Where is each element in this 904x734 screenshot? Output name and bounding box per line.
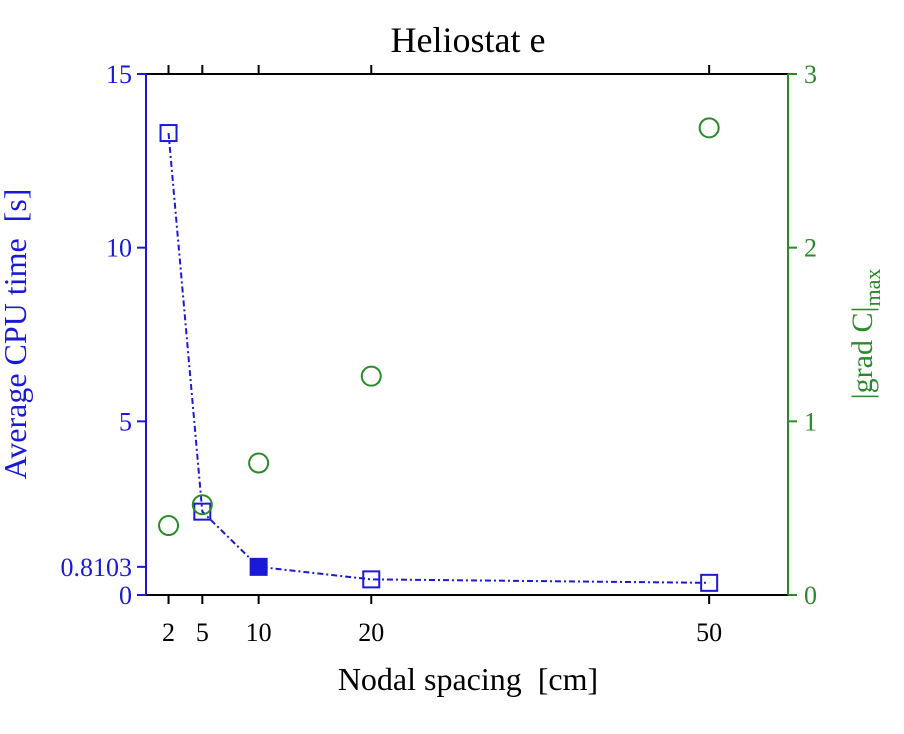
chart-title: Heliostat e (391, 20, 546, 60)
cpu-time-point (159, 124, 178, 143)
y-left-tick-label: 10 (106, 234, 132, 263)
grad-c-point (191, 494, 213, 516)
x-tick-label: 20 (358, 618, 384, 647)
y-left-tick-label: 5 (119, 407, 132, 436)
y-right-tick-label: 1 (804, 407, 817, 436)
grad-c-point (248, 452, 270, 474)
grad-c-point (698, 117, 720, 139)
y-right-tick-label: 3 (804, 60, 817, 89)
x-axis-label: Nodal spacing [cm] (338, 661, 598, 697)
y-right-tick-label: 0 (804, 581, 817, 610)
y-axis-right-label: |grad C|max (846, 269, 885, 400)
x-tick-label: 10 (246, 618, 272, 647)
grad-c-point (360, 365, 382, 387)
cpu-time-point (362, 570, 381, 589)
y-axis-right-label-main: |grad C| (846, 307, 879, 400)
y-axis-right-label-subscript: max (860, 269, 885, 307)
cpu-time-point (700, 573, 719, 592)
x-tick-label: 5 (196, 618, 209, 647)
x-tick-label: 2 (162, 618, 175, 647)
cpu-time-point-selected (249, 557, 268, 576)
x-tick-label: 50 (696, 618, 722, 647)
y-axis-left-label: Average CPU time [s] (0, 189, 33, 480)
cpu-time-point (193, 502, 212, 521)
y-left-tick-label: 0 (119, 581, 132, 610)
y-left-tick-label: 15 (106, 60, 132, 89)
y-right-tick-label: 2 (804, 234, 817, 263)
y-left-tick-label: 0.8103 (61, 553, 133, 582)
grad-c-point (158, 515, 180, 537)
cpu-time-line (167, 132, 710, 584)
